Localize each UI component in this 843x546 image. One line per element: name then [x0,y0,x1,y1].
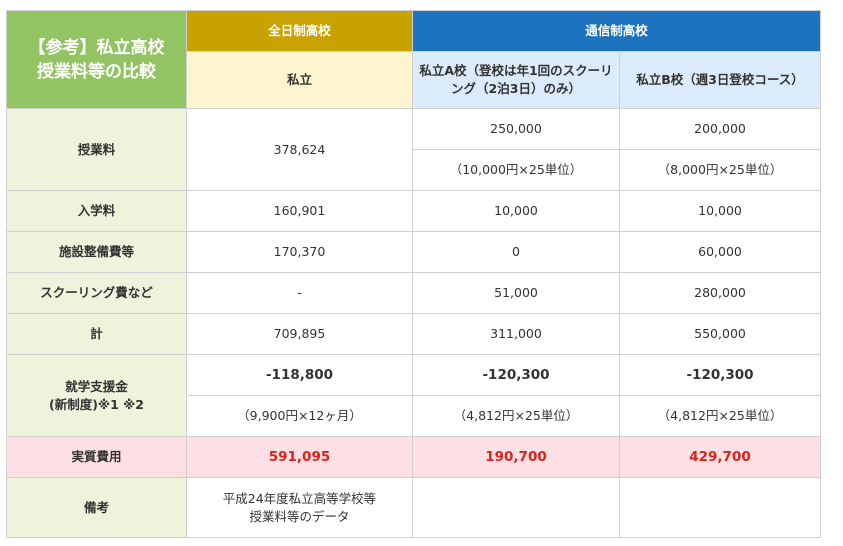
row-label-schooling: スクーリング費など [6,272,187,314]
support-private: -118,800 [186,354,413,396]
total-private: 709,895 [186,313,413,355]
tuition-school-a-note: （10,000円×25単位） [412,149,620,191]
schooling-private: - [186,272,413,314]
support-school-b: -120,300 [618,354,822,396]
admission-school-b: 10,000 [618,190,822,232]
schooling-school-b: 280,000 [618,272,822,314]
support-school-a-note: （4,812円×25単位） [412,395,620,437]
remarks-school-b [618,477,822,538]
actual-school-b: 429,700 [618,436,822,478]
row-label-support: 就学支援金 (新制度)※1 ※2 [6,354,187,437]
schooling-school-a: 51,000 [412,272,620,314]
header-school-b: 私立B校（週3日登校コース） [618,51,822,109]
remarks-private: 平成24年度私立高等学校等 授業料等のデータ [186,477,413,538]
header-school-a: 私立A校（登校は年1回のスクーリング（2泊3日）のみ） [412,51,620,109]
comparison-table: 【参考】私立高校 授業料等の比較 全日制高校 通信制高校 私立 私立A校（登校は… [6,10,822,538]
remarks-private-line2: 授業料等のデータ [249,508,350,524]
total-school-a: 311,000 [412,313,620,355]
header-correspondence: 通信制高校 [411,10,822,52]
support-label-line2: (新制度)※1 ※2 [49,396,144,412]
support-school-a: -120,300 [412,354,620,396]
facility-school-a: 0 [412,231,620,273]
remarks-school-a [412,477,620,538]
header-private: 私立 [186,51,413,109]
total-school-b: 550,000 [618,313,822,355]
row-label-remarks: 備考 [6,477,187,538]
support-label-line1: 就学支援金 [65,378,128,394]
row-label-actual: 実質費用 [6,436,187,478]
tuition-private: 378,624 [186,108,413,191]
admission-school-a: 10,000 [412,190,620,232]
header-fulltime: 全日制高校 [186,10,413,52]
support-private-note: （9,900円×12ヶ月） [186,395,413,437]
actual-school-a: 190,700 [412,436,620,478]
actual-private: 591,095 [186,436,413,478]
row-label-tuition: 授業料 [6,108,187,191]
tuition-school-b: 200,000 [618,108,822,150]
facility-private: 170,370 [186,231,413,273]
facility-school-b: 60,000 [618,231,822,273]
table-title-line1: 【参考】私立高校 [28,37,165,58]
row-label-total: 計 [6,313,187,355]
row-label-admission: 入学料 [6,190,187,232]
tuition-school-b-note: （8,000円×25単位） [618,149,822,191]
row-label-facility: 施設整備費等 [6,231,187,273]
tuition-school-a: 250,000 [412,108,620,150]
remarks-private-line1: 平成24年度私立高等学校等 [222,490,377,506]
table-title-line2: 授業料等の比較 [37,61,156,82]
table-title-cell: 【参考】私立高校 授業料等の比較 [6,10,187,109]
admission-private: 160,901 [186,190,413,232]
support-school-b-note: （4,812円×25単位） [618,395,822,437]
